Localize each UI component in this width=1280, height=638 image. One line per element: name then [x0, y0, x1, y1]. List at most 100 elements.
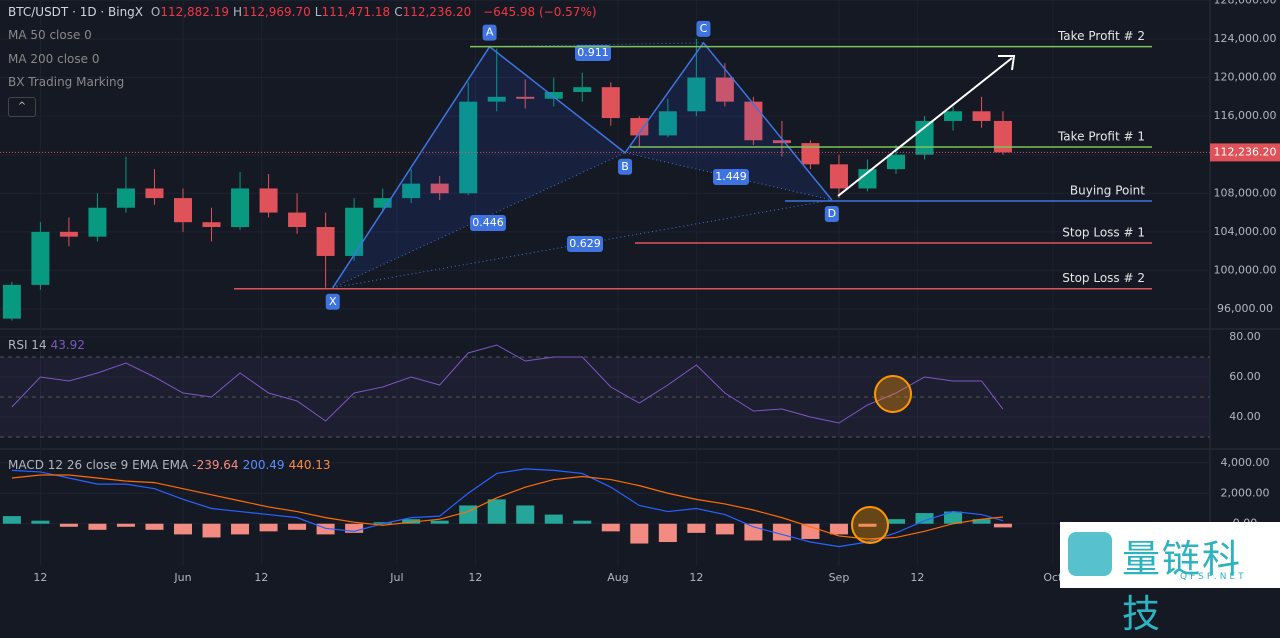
- pattern-dotted: [624, 152, 832, 201]
- x-tick-label: 12: [689, 571, 703, 584]
- candle-body: [487, 96, 506, 102]
- pattern-point-box: [482, 24, 497, 41]
- histogram-bar: [259, 523, 278, 532]
- histogram-bar: [858, 523, 877, 527]
- indicator[interactable]: MA 50 close 0: [8, 28, 92, 42]
- candle-body: [345, 207, 364, 256]
- candle-body: [116, 188, 135, 208]
- pattern-point-label: B: [621, 160, 629, 173]
- candle-body: [430, 183, 449, 194]
- rsi-band: [0, 357, 1210, 437]
- rsi-line: [11, 344, 1004, 424]
- collapse-button[interactable]: ^: [8, 97, 36, 117]
- histogram-bar: [573, 520, 592, 524]
- pattern-point-box: [696, 20, 711, 37]
- pattern-point-label: A: [486, 26, 494, 39]
- pattern-point-label: X: [329, 295, 337, 308]
- histogram-bar: [544, 514, 563, 524]
- pattern-point-box: [325, 293, 340, 310]
- histogram-bar: [887, 519, 905, 524]
- ratio-box: [567, 236, 603, 252]
- pattern-fill: [332, 46, 626, 288]
- candle-body: [944, 111, 963, 121]
- histogram-bar: [202, 523, 221, 538]
- histogram-bar: [487, 499, 506, 524]
- ohlc-key: C: [394, 5, 403, 19]
- y-tick-label: 108,000.00: [1214, 186, 1277, 199]
- candle-body: [601, 87, 620, 119]
- ratio-box: [713, 169, 749, 185]
- candle-body: [259, 188, 278, 213]
- candle-body: [316, 227, 335, 256]
- y-tick-label: 80.00: [1229, 330, 1261, 343]
- candle-body: [231, 188, 250, 228]
- candle-body: [145, 188, 164, 199]
- highlight-circle: [851, 506, 889, 544]
- level-label: Buying Point: [1070, 183, 1145, 197]
- candle-body: [174, 198, 192, 223]
- candle-body: [59, 231, 78, 237]
- histogram-bar: [373, 522, 392, 524]
- candle-body: [402, 183, 421, 199]
- y-tick-label: 116,000.00: [1214, 109, 1277, 122]
- histogram-bar: [288, 523, 307, 530]
- pattern-dotted: [332, 152, 626, 289]
- change: −645.98 (−0.57%): [483, 5, 597, 19]
- trend-arrow: [837, 57, 1013, 197]
- x-tick-label: Oct: [1043, 571, 1063, 584]
- pattern-point-label: D: [828, 207, 836, 220]
- ratio-box: [575, 45, 611, 61]
- x-tick-label: 12: [910, 571, 924, 584]
- candle-body: [972, 111, 991, 121]
- candle-body: [373, 198, 392, 208]
- pattern-dotted: [332, 199, 832, 289]
- histogram-bar: [516, 505, 535, 524]
- ratio-box: [470, 215, 506, 231]
- candle-body: [630, 118, 649, 136]
- last-price-label: 112,236.20: [1214, 145, 1277, 158]
- macd-line: [11, 468, 1004, 548]
- header: BTC/USDT · 1D · BingX O112,882.19 H112,96…: [8, 5, 601, 19]
- axis-panel: [1210, 0, 1280, 588]
- ohlc: O112,882.19 H112,969.70 L111,471.18 C112,23…: [151, 5, 475, 19]
- candle-body: [915, 120, 934, 155]
- histogram-bar: [402, 519, 421, 524]
- candle-body: [772, 140, 791, 144]
- histogram-bar: [829, 523, 848, 535]
- candle-body: [459, 101, 478, 194]
- candle-body: [858, 169, 877, 189]
- ohlc-key: O: [150, 5, 161, 19]
- candle-body: [993, 120, 1012, 153]
- signal-value: 440.13: [288, 458, 331, 472]
- histogram-bar: [772, 523, 791, 541]
- last-price-box: [1210, 143, 1280, 162]
- candle-body: [2, 284, 21, 319]
- y-tick-label: 60.00: [1229, 370, 1261, 383]
- candle-body: [744, 101, 763, 141]
- pattern-fill: [625, 42, 832, 201]
- histogram-bar: [31, 520, 50, 524]
- ohlc-key: H: [233, 5, 243, 19]
- pattern-point-box: [618, 158, 633, 175]
- macd-value: 200.49: [242, 458, 285, 472]
- histogram-bar: [993, 523, 1012, 528]
- histogram-bar: [601, 523, 620, 532]
- ohlc-value: 112,969.70: [242, 5, 311, 19]
- level-label: Stop Loss # 1: [1062, 225, 1145, 239]
- y-tick-label: 100,000.00: [1214, 263, 1277, 276]
- ratio-label: 0.911: [577, 46, 609, 59]
- candle-body: [687, 77, 706, 112]
- rsi-value: 43.92: [50, 338, 85, 352]
- indicator[interactable]: BX Trading Marking: [8, 75, 125, 89]
- histogram-bar: [145, 523, 164, 530]
- indicator[interactable]: MA 200 close 0: [8, 52, 100, 66]
- watermark-logo: [1068, 532, 1112, 576]
- histogram-bar: [231, 523, 250, 535]
- histogram-bar: [2, 516, 21, 524]
- y-tick-label: 4,000.00: [1221, 456, 1270, 469]
- y-tick-label: 120,000.00: [1214, 71, 1277, 84]
- watermark: 量链科技 QFSP.NET: [1060, 522, 1280, 636]
- pattern-point-label: C: [700, 22, 708, 35]
- histogram-bar: [345, 523, 364, 533]
